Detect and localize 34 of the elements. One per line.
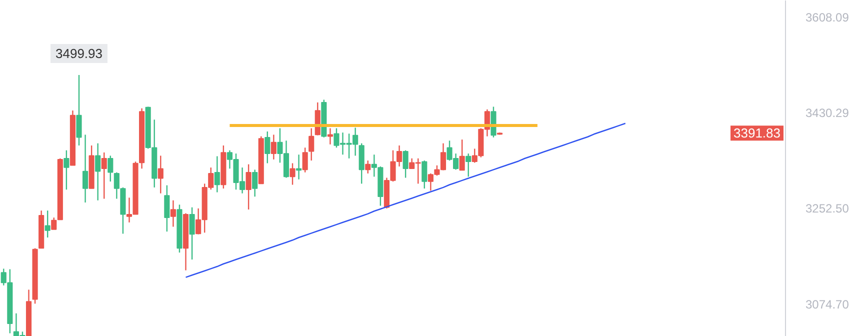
candlestick bbox=[290, 162, 296, 186]
candlestick bbox=[64, 150, 70, 190]
candlestick bbox=[95, 142, 101, 201]
candlestick bbox=[402, 150, 408, 178]
candlestick bbox=[252, 169, 258, 198]
candlestick bbox=[51, 216, 57, 230]
line-series bbox=[185, 122, 626, 278]
candlestick bbox=[308, 128, 314, 162]
candlestick bbox=[459, 138, 465, 171]
candlestick bbox=[189, 206, 195, 260]
candlestick bbox=[82, 134, 88, 204]
candlestick bbox=[246, 164, 252, 210]
candlestick bbox=[158, 155, 164, 194]
candlestick bbox=[466, 152, 472, 178]
candlestick bbox=[264, 130, 270, 164]
candlestick bbox=[214, 156, 220, 193]
candlestick bbox=[44, 210, 50, 238]
candlestick bbox=[296, 154, 302, 180]
annotation: 3391.83 bbox=[734, 126, 781, 141]
y-tick-label: 3252.50 bbox=[806, 202, 850, 216]
candlestick bbox=[170, 200, 176, 228]
candlestick bbox=[270, 134, 276, 160]
candlestick bbox=[365, 160, 371, 174]
candlestick bbox=[108, 155, 114, 182]
candlestick bbox=[101, 152, 107, 200]
candlestick bbox=[490, 106, 496, 138]
candlestick bbox=[76, 74, 82, 146]
candlestick bbox=[422, 160, 428, 190]
y-tick-label: 3074.70 bbox=[806, 297, 850, 312]
candlestick bbox=[302, 147, 308, 173]
annotation: 3499.93 bbox=[56, 46, 103, 62]
candlestick bbox=[164, 184, 170, 232]
y-tick-label: 3608.09 bbox=[806, 10, 850, 24]
y-tick-label: 3430.29 bbox=[806, 106, 850, 120]
